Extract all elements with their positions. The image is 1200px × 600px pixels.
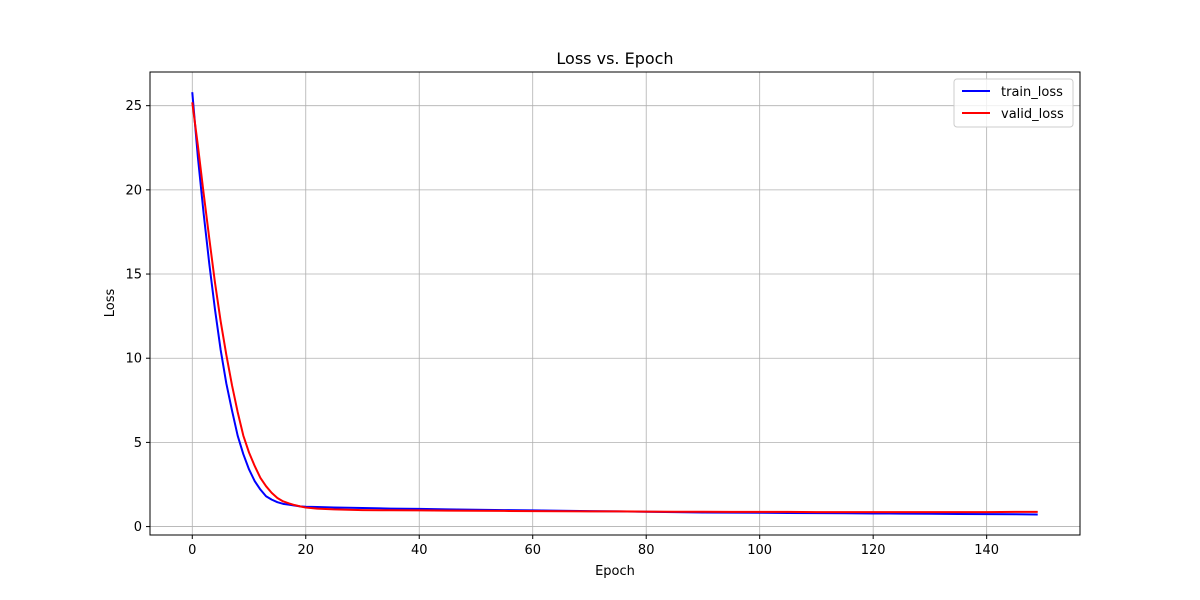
legend-label-train-loss: train_loss <box>1001 85 1063 100</box>
y-tick-label: 20 <box>125 183 142 198</box>
legend-label-valid-loss: valid_loss <box>1001 107 1064 122</box>
series-line-train-loss <box>191 92 1038 516</box>
legend: train_loss valid_loss <box>953 78 1074 128</box>
x-tick-label: 0 <box>188 543 196 558</box>
y-tick-label: 25 <box>125 99 142 114</box>
y-tick-label: 15 <box>125 268 142 283</box>
series-line-valid-loss <box>191 102 1038 514</box>
y-tick-label: 10 <box>125 352 142 367</box>
ticks: 0 20 40 60 80 100 120 140 0 5 10 15 20 25 <box>125 99 999 558</box>
x-tick-label: 80 <box>638 543 655 558</box>
x-tick-label: 100 <box>747 543 772 558</box>
y-axis-label: Loss <box>103 289 118 318</box>
y-tick-label: 0 <box>134 520 142 535</box>
plot-frame <box>149 71 1081 536</box>
x-tick-label: 60 <box>524 543 541 558</box>
x-tick-label: 20 <box>297 543 314 558</box>
x-tick-label: 120 <box>861 543 886 558</box>
grid <box>150 72 1080 535</box>
x-tick-label: 140 <box>974 543 999 558</box>
x-axis-label: Epoch <box>595 564 635 579</box>
chart-title: Loss vs. Epoch <box>556 49 673 68</box>
y-tick-label: 5 <box>134 436 142 451</box>
series-layer <box>191 92 1038 516</box>
x-tick-label: 40 <box>411 543 428 558</box>
